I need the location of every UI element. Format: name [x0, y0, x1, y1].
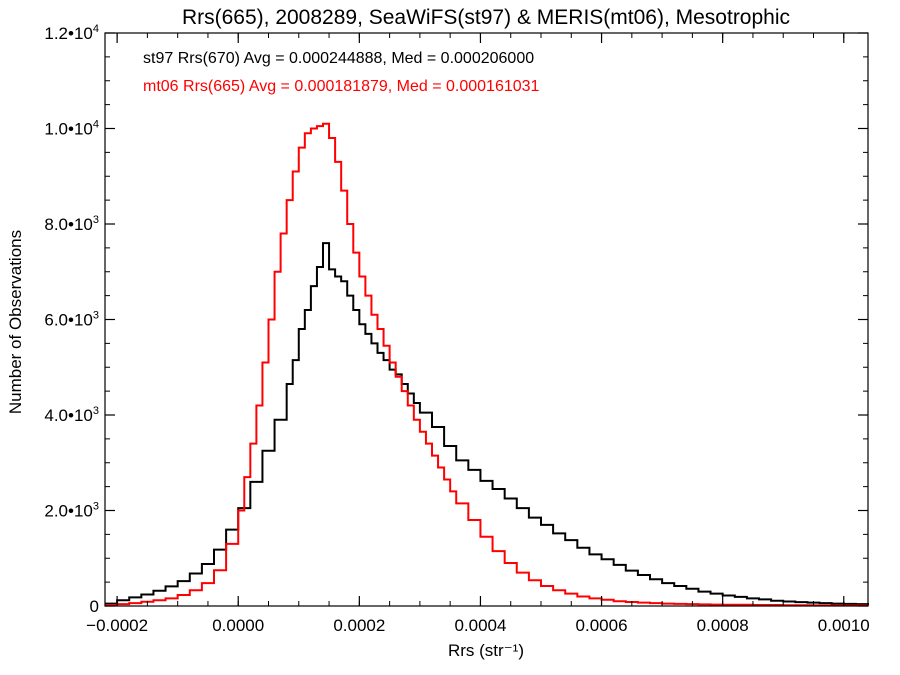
- y-tick-label: 1.0•104: [44, 119, 99, 139]
- x-tick-label: 0.0010: [818, 616, 870, 635]
- x-tick-label: 0.0000: [212, 616, 264, 635]
- x-tick-label: 0.0008: [697, 616, 749, 635]
- series-mt06-histogram: [105, 122, 869, 607]
- y-tick-label: 4.0•103: [44, 405, 99, 425]
- x-tick-label: 0.0006: [576, 616, 628, 635]
- legend: st97 Rrs(670) Avg = 0.000244888, Med = 0…: [143, 50, 540, 95]
- x-tick-label: 0.0004: [454, 616, 506, 635]
- series-layer: [105, 122, 869, 607]
- y-tick-label: 0: [90, 597, 99, 616]
- legend-entry-mt06: mt06 Rrs(665) Avg = 0.000181879, Med = 0…: [143, 78, 540, 95]
- plot-area: −0.0002 0.0000 0.0002 0.0004 0.0006 0.0008 0.0…: [44, 23, 869, 635]
- plot-frame: [104, 32, 869, 607]
- y-tick-label: 8.0•103: [44, 214, 99, 234]
- axes-layer: −0.0002 0.0000 0.0002 0.0004 0.0006 0.0008 0.0…: [44, 23, 869, 635]
- x-axis-title: Rrs (str⁻¹): [448, 641, 524, 660]
- series-st97-histogram: [105, 242, 869, 606]
- y-axis-title: Number of Observations: [6, 230, 25, 414]
- y-tick-label: 2.0•103: [44, 501, 99, 521]
- chart-title: Rrs(665), 2008289, SeaWiFS(st97) & MERIS…: [182, 6, 790, 29]
- x-tick-label: 0.0002: [333, 616, 385, 635]
- y-tick-label: 6.0•103: [44, 310, 99, 330]
- x-tick-label: −0.0002: [86, 616, 148, 635]
- legend-entry-st97: st97 Rrs(670) Avg = 0.000244888, Med = 0…: [143, 50, 534, 67]
- y-tick-label: 1.2•104: [44, 23, 99, 43]
